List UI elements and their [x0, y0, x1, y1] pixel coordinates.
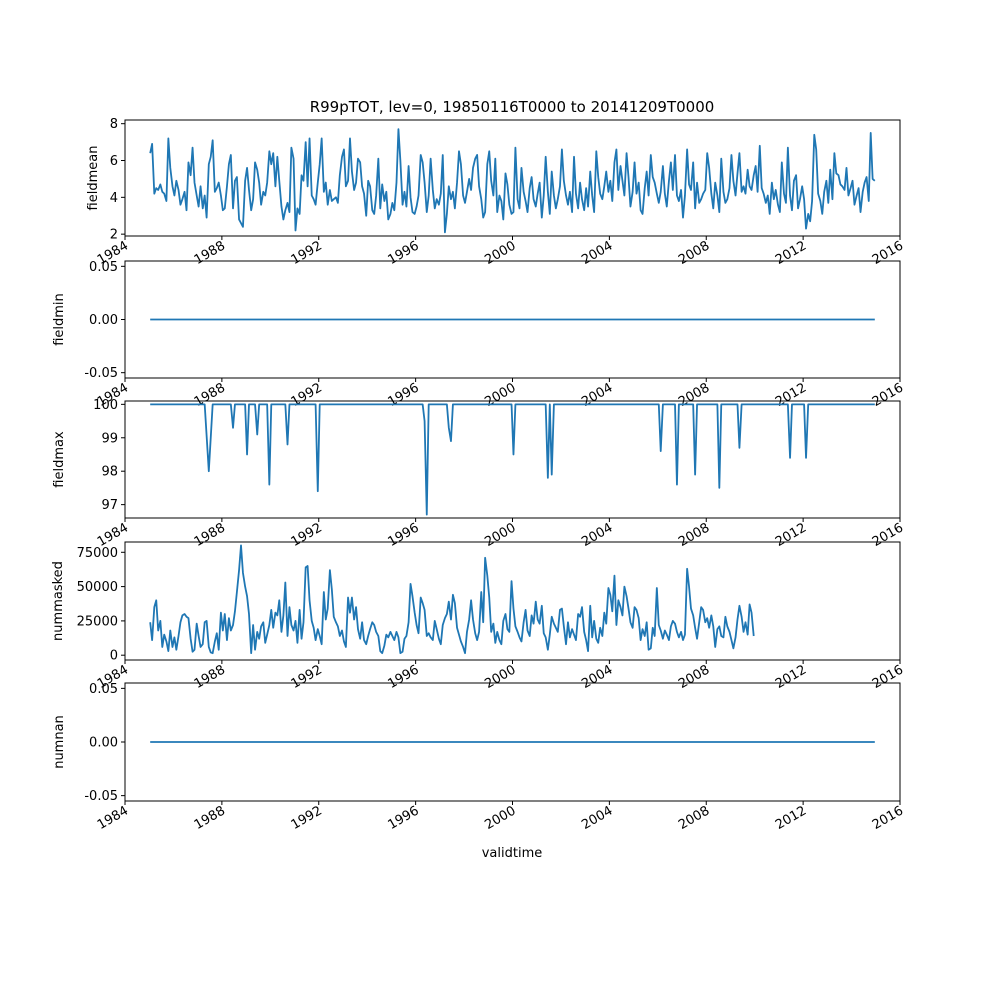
y-tick-label-fieldmax: 97 — [101, 498, 118, 513]
y-tick-label-fieldmin: 0.05 — [89, 260, 118, 275]
y-tick-label-numnan: 0.00 — [89, 736, 118, 751]
y-tick-label-fieldmean: 8 — [110, 117, 118, 132]
series-line-fieldmax — [150, 403, 875, 516]
y-tick-label-fieldmin: -0.05 — [84, 366, 118, 381]
y-tick-label-fieldmean: 4 — [110, 191, 118, 206]
y-tick-label-nummasked: 50000 — [77, 580, 118, 595]
y-axis-label-fieldmax: fieldmax — [52, 431, 67, 488]
y-tick-label-fieldmin: 0.00 — [89, 313, 118, 328]
y-tick-label-fieldmean: 2 — [110, 228, 118, 243]
y-tick-label-nummasked: 75000 — [77, 546, 118, 561]
y-axis-label-numnan: numnan — [52, 715, 67, 769]
y-tick-label-fieldmean: 6 — [110, 154, 118, 169]
y-axis-label-nummasked: nummasked — [51, 561, 66, 641]
y-tick-label-numnan: -0.05 — [84, 789, 118, 804]
y-tick-label-numnan: 0.05 — [89, 682, 118, 697]
y-tick-label-fieldmax: 99 — [101, 431, 118, 446]
series-line-nummasked — [149, 544, 755, 655]
y-tick-label-fieldmax: 98 — [101, 465, 118, 480]
x-axis-label: validtime — [482, 846, 543, 861]
y-tick-label-fieldmax: 100 — [93, 398, 118, 413]
y-axis-label-fieldmin: fieldmin — [52, 293, 67, 346]
y-tick-label-nummasked: 25000 — [77, 614, 118, 629]
chart-title: R99pTOT, lev=0, 19850116T0000 to 2014120… — [310, 98, 715, 116]
y-axis-label-fieldmean: fieldmean — [86, 146, 101, 211]
y-tick-label-nummasked: 0 — [110, 649, 118, 664]
series-line-fieldmean — [149, 128, 876, 234]
